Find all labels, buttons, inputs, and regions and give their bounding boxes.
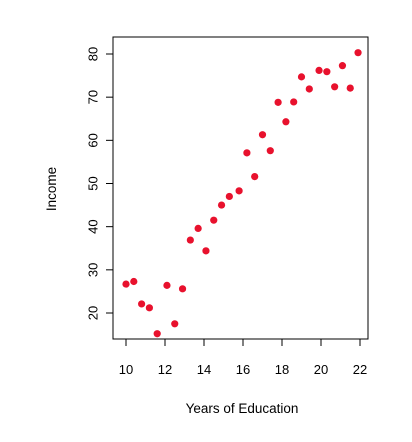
y-tick-label: 40: [86, 219, 101, 233]
x-tick-label: 16: [236, 362, 250, 377]
data-point: [354, 49, 362, 57]
data-point: [251, 172, 259, 181]
data-point: [282, 118, 290, 126]
data-point: [194, 224, 202, 232]
data-point: [186, 236, 194, 244]
data-point: [122, 280, 130, 288]
y-axis-title: Income: [44, 167, 59, 211]
data-point: [153, 330, 161, 338]
data-point: [145, 304, 153, 312]
y-tick-label: 80: [86, 47, 101, 61]
data-point: [225, 192, 233, 201]
data-point: [274, 98, 282, 106]
data-point: [315, 66, 323, 75]
data-point: [346, 84, 354, 92]
data-point: [305, 85, 313, 93]
data-point: [323, 68, 331, 76]
data-point: [266, 147, 274, 155]
x-tick-label: 22: [353, 362, 367, 377]
data-point: [290, 98, 298, 106]
data-point: [163, 281, 171, 289]
data-point: [297, 73, 306, 81]
data-point: [243, 149, 251, 157]
data-point: [235, 187, 243, 195]
x-axis-title: Years of Education: [186, 401, 299, 416]
data-point: [138, 300, 146, 308]
data-point: [258, 131, 267, 139]
x-tick-label: 14: [197, 362, 211, 377]
data-point: [178, 285, 187, 293]
x-tick-label: 20: [314, 362, 328, 377]
y-tick-label: 50: [86, 176, 101, 190]
data-point: [331, 83, 339, 91]
y-axis: 20 30 40 50 60 70 80: [86, 47, 114, 320]
data-point: [130, 277, 138, 286]
x-tick-label: 12: [158, 362, 172, 377]
y-tick-label: 30: [86, 263, 101, 277]
data-point: [338, 62, 347, 70]
y-tick-label: 60: [86, 133, 101, 147]
y-tick-label: 70: [86, 90, 101, 104]
y-tick-label: 20: [86, 306, 101, 320]
data-point: [202, 247, 210, 255]
x-axis: 10 12 14 16 18 20 22: [119, 338, 367, 377]
data-point: [171, 320, 179, 328]
x-tick-label: 10: [119, 362, 133, 377]
data-point: [210, 216, 218, 224]
x-tick-label: 18: [275, 362, 289, 377]
data-points: [122, 49, 362, 338]
data-point: [217, 201, 226, 209]
